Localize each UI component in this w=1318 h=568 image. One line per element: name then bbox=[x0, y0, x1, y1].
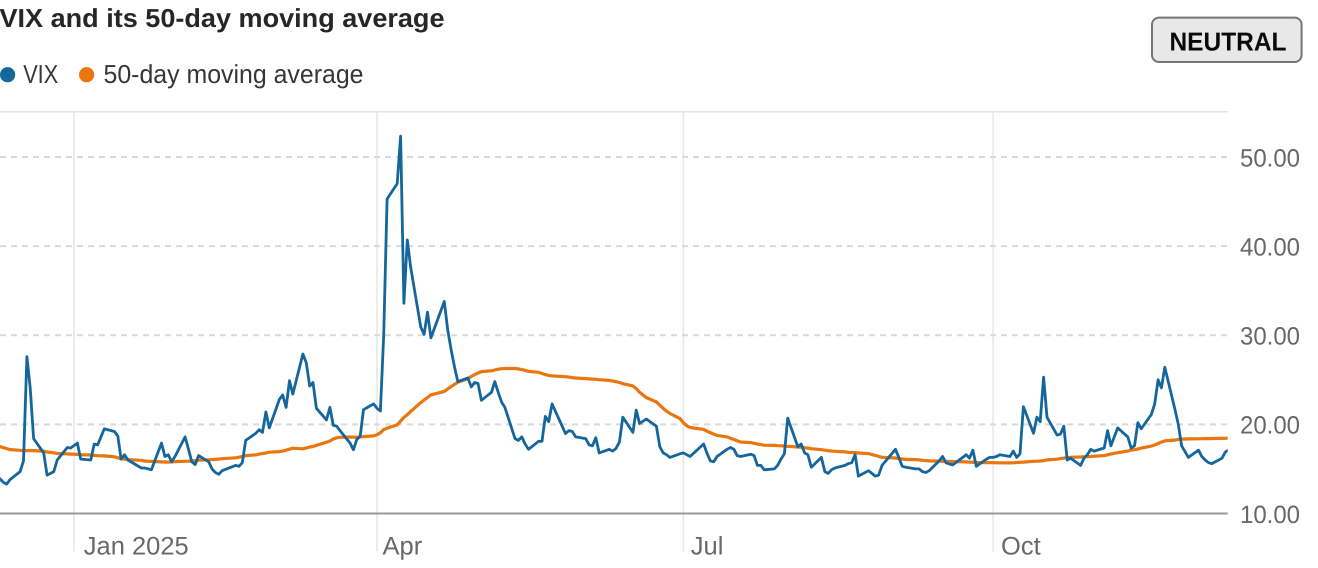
svg-text:Oct: Oct bbox=[1001, 533, 1041, 561]
svg-text:Jul: Jul bbox=[691, 533, 724, 561]
svg-text:50.00: 50.00 bbox=[1240, 144, 1300, 172]
svg-text:50-day moving average: 50-day moving average bbox=[104, 59, 364, 89]
svg-text:VIX and its 50-day moving aver: VIX and its 50-day moving average bbox=[0, 3, 444, 33]
svg-text:10.00: 10.00 bbox=[1240, 501, 1300, 529]
svg-text:20.00: 20.00 bbox=[1240, 412, 1300, 440]
svg-text:30.00: 30.00 bbox=[1240, 323, 1300, 351]
svg-text:NEUTRAL: NEUTRAL bbox=[1170, 27, 1287, 57]
svg-text:Apr: Apr bbox=[383, 533, 423, 561]
svg-text:VIX: VIX bbox=[23, 59, 58, 89]
svg-text:40.00: 40.00 bbox=[1240, 233, 1300, 261]
svg-text:Jan 2025: Jan 2025 bbox=[84, 533, 189, 561]
